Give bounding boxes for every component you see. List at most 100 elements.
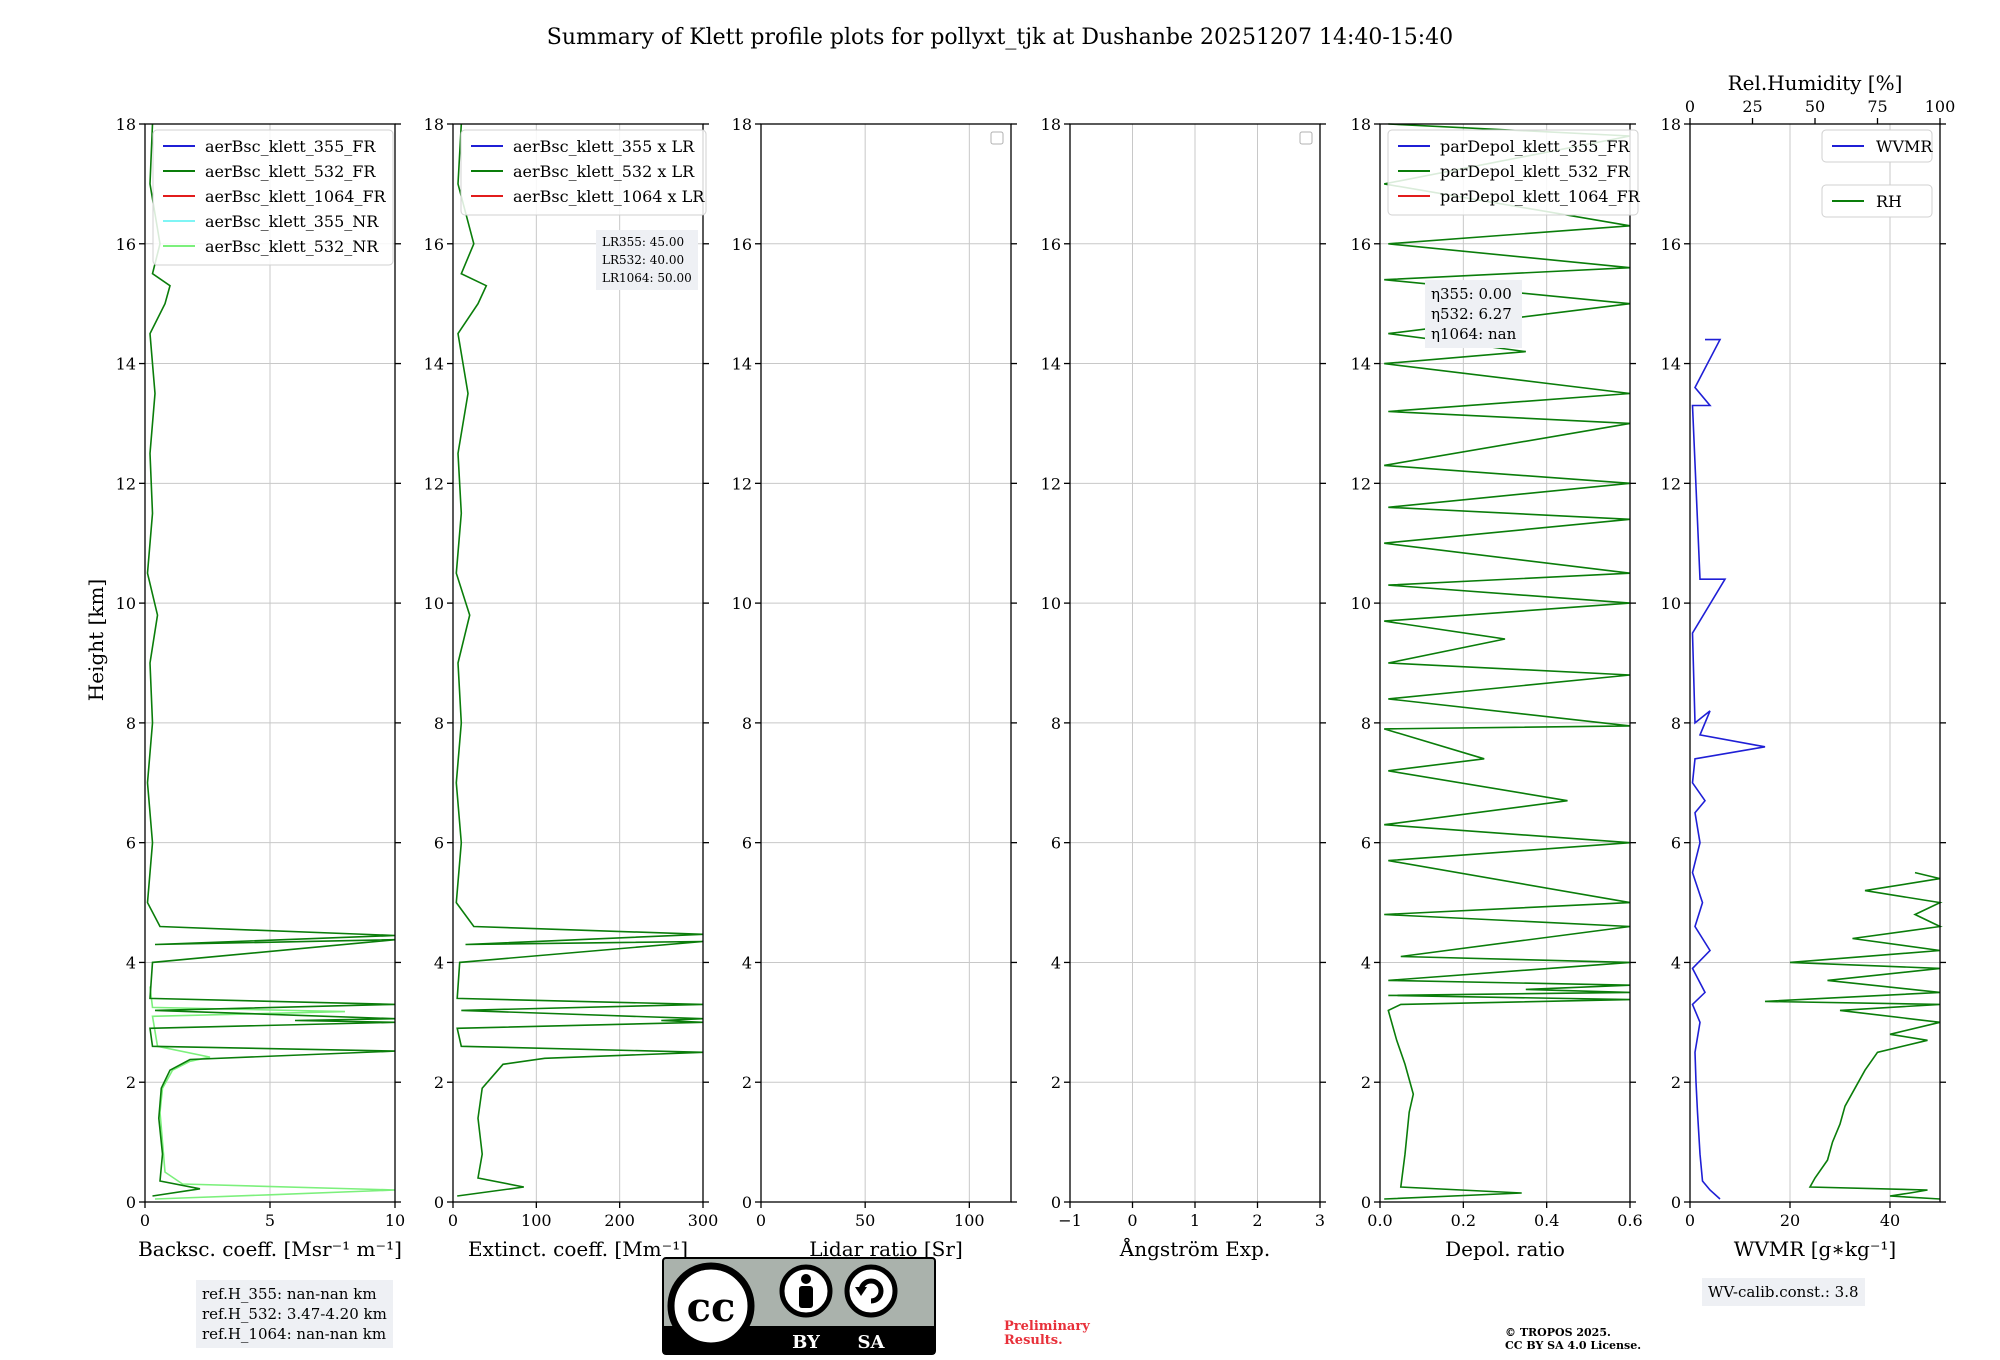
legend: aerBsc_klett_355 x LR aerBsc_klett_532 x … <box>460 129 707 216</box>
y-tick-label: 8 <box>1051 714 1061 733</box>
y-tick-label: 14 <box>116 355 136 374</box>
y-tick-label: 16 <box>732 235 752 254</box>
y-tick-label: 6 <box>1361 834 1371 853</box>
y-tick-label: 6 <box>1671 834 1681 853</box>
legend-WVMR: WVMR <box>1821 129 1933 163</box>
y-tick-label: 2 <box>1361 1073 1371 1092</box>
y-tick-label: 18 <box>424 115 444 134</box>
legend-label: aerBsc_klett_355_FR <box>205 137 376 156</box>
top-x-tick-label: 100 <box>1925 97 1956 116</box>
legend-label: aerBsc_klett_532_FR <box>205 162 376 181</box>
top-x-tick-label: 25 <box>1742 97 1762 116</box>
y-tick-label: 8 <box>742 714 752 733</box>
y-tick-label: 14 <box>1041 355 1061 374</box>
legend-box <box>460 129 707 216</box>
wv-calib-box: WV-calib.const.: 3.8 <box>1702 1278 1865 1306</box>
x-tick-label: 20 <box>1780 1211 1800 1230</box>
y-tick-label: 18 <box>1351 115 1371 134</box>
legend-label: parDepol_klett_355_FR <box>1440 137 1631 156</box>
y-tick-label: 12 <box>1351 474 1371 493</box>
figure-title: Summary of Klett profile plots for polly… <box>547 25 1453 50</box>
legend-label: aerBsc_klett_1064 x LR <box>513 187 705 206</box>
x-tick-label: 0.6 <box>1617 1211 1642 1230</box>
lr-355: LR355: 45.00 <box>602 235 685 249</box>
x-tick-label: 10 <box>385 1211 405 1230</box>
series-group <box>1383 123 1631 1200</box>
y-tick-label: 4 <box>126 953 136 972</box>
series-group <box>146 123 396 1200</box>
by-text: BY <box>792 1332 821 1353</box>
y-tick-label: 6 <box>742 834 752 853</box>
top-x-axis-label: Rel.Humidity [%] <box>1728 71 1903 95</box>
eta-532: η532: 6.27 <box>1431 305 1512 323</box>
ref-h-532: ref.H_532: 3.47-4.20 km <box>202 1305 387 1323</box>
ref-h-355: ref.H_355: nan-nan km <box>202 1285 377 1303</box>
y-tick-label: 6 <box>434 834 444 853</box>
empty-legend-box <box>1299 131 1313 145</box>
y-tick-label: 6 <box>1051 834 1061 853</box>
y-tick-label: 16 <box>1041 235 1061 254</box>
x-tick-label: 0 <box>140 1211 150 1230</box>
y-tick-label: 2 <box>126 1073 136 1092</box>
legend-box <box>1821 129 1933 163</box>
y-tick-label: 0 <box>742 1193 752 1212</box>
x-tick-label: 0 <box>1127 1211 1137 1230</box>
x-tick-label: 0.4 <box>1534 1211 1559 1230</box>
x-tick-label: 40 <box>1880 1211 1900 1230</box>
series-line-aerBsc_klett_532_FR <box>146 123 396 1197</box>
axes-frame <box>1379 123 1631 1203</box>
sa-text: SA <box>858 1332 886 1353</box>
license-note: © TROPOS 2025. CC BY SA 4.0 License. <box>1505 1326 1641 1352</box>
legend-label: RH <box>1876 192 1902 211</box>
series-line-aerBsc_klett_532 x LR <box>455 123 704 1197</box>
y-tick-label: 2 <box>1051 1073 1061 1092</box>
y-tick-label: 2 <box>742 1073 752 1092</box>
legend-label: aerBsc_klett_355 x LR <box>513 137 695 156</box>
axes-frame <box>1689 123 1941 1203</box>
y-tick-label: 16 <box>424 235 444 254</box>
x-axis-label: WVMR [g∗kg⁻¹] <box>1734 1237 1896 1261</box>
y-tick-label: 0 <box>1671 1193 1681 1212</box>
legend-box <box>152 129 394 266</box>
legend-box <box>1387 129 1639 216</box>
y-tick-label: 0 <box>1051 1193 1061 1212</box>
top-x-tick-label: 75 <box>1867 97 1887 116</box>
y-tick-label: 12 <box>424 474 444 493</box>
x-tick-label: 0.2 <box>1451 1211 1476 1230</box>
x-axis-label: Extinct. coeff. [Mm⁻¹] <box>468 1237 688 1261</box>
legend-label: WVMR <box>1876 137 1933 156</box>
legend-RH: RH <box>1821 184 1933 218</box>
series-group <box>1691 338 1943 1200</box>
y-tick-label: 10 <box>116 594 136 613</box>
lr-532: LR532: 40.00 <box>602 253 685 267</box>
y-tick-label: 16 <box>1661 235 1681 254</box>
preliminary-line-2: Results. <box>1004 1333 1063 1348</box>
license-line-1: © TROPOS 2025. <box>1505 1326 1611 1339</box>
lidar-ratio-box: LR355: 45.00 LR532: 40.00 LR1064: 50.00 <box>596 230 698 290</box>
x-tick-label: 0 <box>756 1211 766 1230</box>
y-tick-label: 6 <box>126 834 136 853</box>
y-tick-label: 18 <box>1661 115 1681 134</box>
cc-by-sa-logo: cc BY SA <box>662 1257 936 1355</box>
legend-label: aerBsc_klett_532_NR <box>205 237 379 256</box>
series-line-WVMR <box>1691 338 1766 1200</box>
eta-box: η355: 0.00 η532: 6.27 η1064: nan <box>1425 280 1523 348</box>
legend-label: aerBsc_klett_1064_FR <box>205 187 387 206</box>
y-tick-label: 4 <box>742 953 752 972</box>
y-tick-label: 14 <box>424 355 444 374</box>
y-tick-label: 18 <box>732 115 752 134</box>
y-tick-label: 18 <box>1041 115 1061 134</box>
series-line-RH <box>1764 871 1943 1200</box>
y-tick-label: 16 <box>116 235 136 254</box>
x-axis-label: Ångström Exp. <box>1119 1236 1270 1261</box>
preliminary-line-1: Preliminary <box>1004 1319 1090 1334</box>
sa-icon <box>844 1264 898 1318</box>
x-tick-label: 2 <box>1252 1211 1262 1230</box>
legend-label: aerBsc_klett_532 x LR <box>513 162 695 181</box>
y-tick-label: 8 <box>126 714 136 733</box>
legend: aerBsc_klett_355_FR aerBsc_klett_532_FRae… <box>152 129 394 266</box>
x-tick-label: 200 <box>604 1211 635 1230</box>
